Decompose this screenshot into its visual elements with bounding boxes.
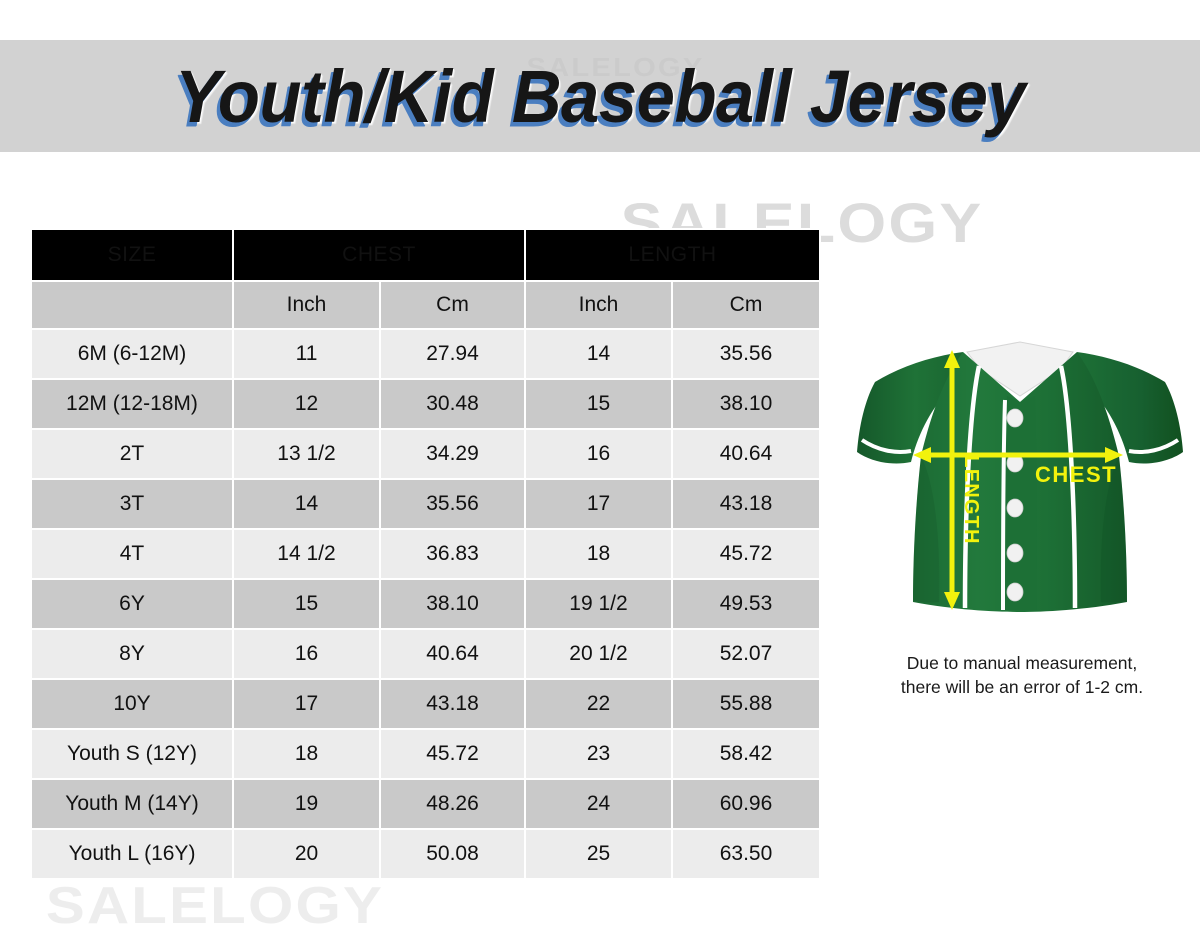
subheader-chest-cm: Cm xyxy=(379,280,526,330)
cell-chest-cm: 34.29 xyxy=(379,428,526,480)
cell-chest-inch: 11 xyxy=(232,328,381,380)
chest-arrow-left xyxy=(913,447,931,463)
table-row: 6Y 15 38.10 19 1/2 49.53 xyxy=(30,578,821,630)
cell-chest-inch: 15 xyxy=(232,578,381,630)
subheader-size-blank xyxy=(30,280,234,330)
table-row: 6M (6-12M) 11 27.94 14 35.56 xyxy=(30,328,821,380)
table-header-row-groups: SIZE CHEST LENGTH xyxy=(30,228,821,282)
cell-length-inch: 20 1/2 xyxy=(524,628,673,680)
jersey-sleeve-right xyxy=(1077,352,1183,464)
jersey-buttons xyxy=(1006,408,1024,602)
cell-length-cm: 35.56 xyxy=(671,328,821,380)
jersey-sleeve-left xyxy=(857,352,963,464)
cell-chest-cm: 27.94 xyxy=(379,328,526,380)
cell-size: 4T xyxy=(30,528,234,580)
cell-size: Youth S (12Y) xyxy=(30,728,234,780)
cell-size: 6Y xyxy=(30,578,234,630)
table-row: 4T 14 1/2 36.83 18 45.72 xyxy=(30,528,821,580)
cell-length-cm: 38.10 xyxy=(671,378,821,430)
title-banner: Youth/Kid Baseball Jersey xyxy=(0,40,1200,152)
column-header-chest: CHEST xyxy=(232,228,526,282)
cell-length-inch: 23 xyxy=(524,728,673,780)
disclaimer-line-1: Due to manual measurement, xyxy=(906,653,1138,673)
cell-chest-inch: 17 xyxy=(232,678,381,730)
length-arrow-bottom xyxy=(944,592,960,610)
cell-length-inch: 19 1/2 xyxy=(524,578,673,630)
cell-chest-inch: 14 xyxy=(232,478,381,530)
cell-length-inch: 18 xyxy=(524,528,673,580)
disclaimer-line-2: there will be an error of 1-2 cm. xyxy=(900,676,1144,697)
cell-size: 6M (6-12M) xyxy=(30,328,234,380)
table-row: 12M (12-18M) 12 30.48 15 38.10 xyxy=(30,378,821,430)
cell-length-inch: 15 xyxy=(524,378,673,430)
subheader-length-cm: Cm xyxy=(671,280,821,330)
table-header-row-units: Inch Cm Inch Cm xyxy=(30,280,821,330)
cell-length-cm: 60.96 xyxy=(671,778,821,830)
cell-length-cm: 43.18 xyxy=(671,478,821,530)
cell-size: Youth L (16Y) xyxy=(30,828,234,880)
cell-chest-cm: 45.72 xyxy=(379,728,526,780)
chest-label: CHEST xyxy=(1035,462,1117,487)
cell-chest-cm: 35.56 xyxy=(379,478,526,530)
table-row: 10Y 17 43.18 22 55.88 xyxy=(30,678,821,730)
cell-length-inch: 16 xyxy=(524,428,673,480)
cell-length-inch: 25 xyxy=(524,828,673,880)
table-row: 2T 13 1/2 34.29 16 40.64 xyxy=(30,428,821,480)
subheader-length-inch: Inch xyxy=(524,280,673,330)
table-row: Youth S (12Y) 18 45.72 23 58.42 xyxy=(30,728,821,780)
cell-length-cm: 58.42 xyxy=(671,728,821,780)
length-arrow-top xyxy=(944,350,960,368)
cell-length-inch: 24 xyxy=(524,778,673,830)
cell-chest-cm: 30.48 xyxy=(379,378,526,430)
cell-length-inch: 17 xyxy=(524,478,673,530)
table-row: Youth L (16Y) 20 50.08 25 63.50 xyxy=(30,828,821,880)
cell-chest-cm: 50.08 xyxy=(379,828,526,880)
jersey-illustration: CHEST LENGTH xyxy=(855,330,1185,620)
table-row: 8Y 16 40.64 20 1/2 52.07 xyxy=(30,628,821,680)
table-row: 3T 14 35.56 17 43.18 xyxy=(30,478,821,530)
cell-size: 10Y xyxy=(30,678,234,730)
page-title: Youth/Kid Baseball Jersey xyxy=(174,54,1026,138)
cell-chest-inch: 16 xyxy=(232,628,381,680)
cell-chest-cm: 43.18 xyxy=(379,678,526,730)
cell-chest-cm: 36.83 xyxy=(379,528,526,580)
table-row: Youth M (14Y) 19 48.26 24 60.96 xyxy=(30,778,821,830)
cell-size: Youth M (14Y) xyxy=(30,778,234,830)
table-header: SIZE CHEST LENGTH Inch Cm Inch Cm xyxy=(30,228,821,330)
cell-chest-cm: 38.10 xyxy=(379,578,526,630)
cell-chest-inch: 12 xyxy=(232,378,381,430)
cell-length-inch: 14 xyxy=(524,328,673,380)
length-label: LENGTH xyxy=(960,455,982,544)
watermark-corner: SALELOGY xyxy=(45,877,385,935)
cell-size: 3T xyxy=(30,478,234,530)
measurement-disclaimer: Due to manual measurement, there will be… xyxy=(862,652,1182,699)
chest-arrow-right xyxy=(1105,447,1123,463)
cell-length-inch: 22 xyxy=(524,678,673,730)
cell-length-cm: 45.72 xyxy=(671,528,821,580)
cell-chest-inch: 20 xyxy=(232,828,381,880)
cell-chest-inch: 14 1/2 xyxy=(232,528,381,580)
cell-size: 2T xyxy=(30,428,234,480)
cell-length-cm: 55.88 xyxy=(671,678,821,730)
cell-chest-cm: 40.64 xyxy=(379,628,526,680)
cell-size: 12M (12-18M) xyxy=(30,378,234,430)
cell-length-cm: 52.07 xyxy=(671,628,821,680)
cell-chest-inch: 19 xyxy=(232,778,381,830)
cell-chest-inch: 18 xyxy=(232,728,381,780)
table-body: 6M (6-12M) 11 27.94 14 35.56 12M (12-18M) 12 30… xyxy=(30,328,821,880)
cell-length-cm: 63.50 xyxy=(671,828,821,880)
jersey-svg: CHEST LENGTH xyxy=(857,341,1183,612)
size-chart-table: SIZE CHEST LENGTH Inch Cm Inch Cm 6M (6-… xyxy=(30,228,821,880)
cell-size: 8Y xyxy=(30,628,234,680)
measurement-arrows xyxy=(913,350,1123,610)
cell-length-cm: 49.53 xyxy=(671,578,821,630)
cell-chest-inch: 13 1/2 xyxy=(232,428,381,480)
subheader-chest-inch: Inch xyxy=(232,280,381,330)
cell-chest-cm: 48.26 xyxy=(379,778,526,830)
column-header-length: LENGTH xyxy=(524,228,821,282)
cell-length-cm: 40.64 xyxy=(671,428,821,480)
column-header-size: SIZE xyxy=(30,228,234,282)
